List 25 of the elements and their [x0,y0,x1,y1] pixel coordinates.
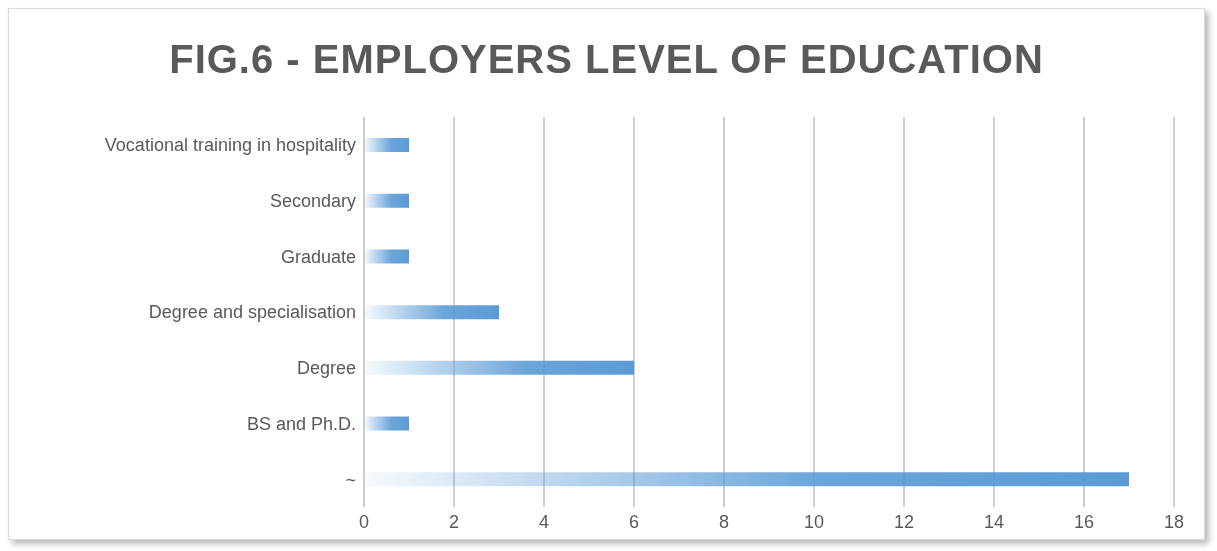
y-tick-label: Vocational training in hospitality [104,135,356,156]
x-tick-label: 12 [893,511,915,532]
chart-title: FIG.6 - EMPLOYERS LEVEL OF EDUCATION [168,36,1045,83]
x-tick-label: 10 [803,511,825,532]
x-tick-label: 2 [448,511,460,532]
x-tick-label: 18 [1163,511,1185,532]
y-tick-label: Secondary [269,190,356,211]
bar [364,249,409,264]
x-tick-label: 6 [628,511,640,532]
bar [364,472,1129,487]
bar [364,416,409,431]
bar [364,305,499,320]
y-tick-label: Degree and specialisation [148,302,356,323]
y-tick-label: Graduate [280,246,356,267]
y-tick-label: Degree [296,358,356,379]
x-tick-label: 4 [538,511,550,532]
bar [364,360,634,375]
x-tick-label: 0 [358,511,370,532]
x-tick-label: 14 [983,511,1005,532]
x-tick-label: 8 [718,511,730,532]
bar [364,193,409,208]
x-tick-label: 16 [1073,511,1095,532]
y-tick-label: BS and Ph.D. [246,413,356,434]
bar [364,138,409,152]
y-tick-label: ~ [345,469,356,490]
